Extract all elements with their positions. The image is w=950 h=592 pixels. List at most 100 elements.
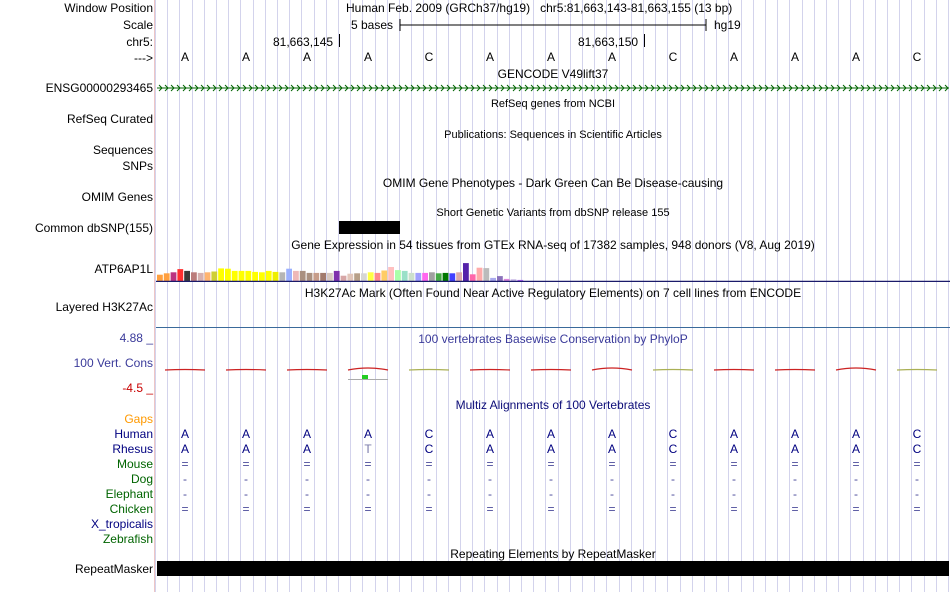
gtex-tissue-bar[interactable]	[170, 272, 177, 281]
gtex-tissue-bar[interactable]	[211, 271, 218, 282]
publications-track-title[interactable]: Publications: Sequences in Scientific Ar…	[444, 129, 662, 141]
gtex-tissue-bar[interactable]	[218, 268, 224, 281]
omim-track-label[interactable]: OMIM Genes	[81, 190, 153, 204]
species-label[interactable]: Mouse	[116, 457, 153, 471]
h3k27ac-track-label[interactable]: Layered H3K27Ac	[55, 300, 153, 314]
gtex-tissue-bar[interactable]	[333, 270, 340, 281]
gtex-tissue-bar[interactable]	[313, 272, 320, 281]
gtex-tissue-bar[interactable]	[503, 278, 510, 281]
strand-arrow-icon	[644, 84, 649, 92]
gtex-tissue-bar[interactable]	[231, 270, 238, 281]
species-label[interactable]: Dog	[130, 472, 153, 486]
gtex-tissue-bar[interactable]	[184, 270, 190, 281]
gtex-tissue-bar[interactable]	[429, 272, 435, 281]
gtex-tissue-bar[interactable]	[238, 270, 245, 281]
gtex-tissue-bar[interactable]	[374, 272, 381, 281]
gtex-tissue-bar[interactable]	[517, 279, 524, 281]
guideline	[740, 0, 742, 592]
gtex-tissue-bar[interactable]	[306, 272, 313, 281]
conservation-plot[interactable]	[156, 360, 950, 384]
gtex-tissue-bar[interactable]	[177, 269, 184, 281]
gtex-tissue-bar[interactable]	[422, 272, 428, 281]
gtex-tissue-bar[interactable]	[401, 270, 408, 281]
alignment-base: A	[790, 427, 799, 441]
gtex-tissue-bar[interactable]	[408, 272, 415, 281]
guideline	[813, 0, 815, 592]
gtex-tissue-bar[interactable]	[456, 272, 462, 281]
gtex-tissue-bar[interactable]	[299, 270, 306, 281]
guideline	[923, 0, 925, 592]
alignment-base: -	[183, 472, 187, 486]
gtex-tissue-bar[interactable]	[197, 272, 204, 281]
species-label[interactable]: Zebrafish	[102, 532, 153, 546]
alignment-base: =	[547, 457, 555, 471]
gtex-tissue-bar[interactable]	[279, 272, 286, 281]
gtex-tissue-bar[interactable]	[265, 270, 272, 281]
gtex-tissue-bar[interactable]	[415, 272, 422, 281]
gtex-tissue-bar[interactable]	[245, 270, 252, 281]
species-label[interactable]: Elephant	[105, 487, 153, 501]
h3k27ac-track-title[interactable]: H3K27Ac Mark (Often Found Near Active Re…	[304, 286, 802, 300]
gtex-tissue-bar[interactable]	[442, 272, 449, 281]
gtex-tissue-bar[interactable]	[381, 270, 388, 282]
gtex-tissue-bar[interactable]	[435, 273, 442, 281]
dbsnp-track-title[interactable]: Short Genetic Variants from dbSNP releas…	[436, 207, 670, 219]
gtex-tissue-bar[interactable]	[449, 273, 456, 281]
gene-id-label[interactable]: ENSG00000293465	[45, 81, 153, 95]
tick-mark-2	[644, 34, 645, 47]
gtex-tissue-bar[interactable]	[367, 272, 374, 281]
strand-arrow-icon	[668, 84, 673, 92]
gtex-tissue-bar[interactable]	[191, 272, 197, 281]
gtex-tissue-bar[interactable]	[347, 273, 354, 281]
dbsnp-variant-block[interactable]	[339, 221, 400, 234]
repeatmasker-track-title[interactable]: Repeating Elements by RepeatMasker	[450, 547, 656, 561]
gtex-tissue-bar[interactable]	[163, 273, 170, 281]
gtex-tissue-bar[interactable]	[340, 275, 347, 281]
gtex-tissue-bar[interactable]	[327, 272, 333, 281]
gtex-tissue-bar[interactable]	[395, 270, 401, 281]
gtex-tissue-bar[interactable]	[252, 271, 258, 281]
species-label[interactable]: X_tropicalis	[90, 517, 153, 531]
refseq-track-title[interactable]: RefSeq genes from NCBI	[490, 98, 616, 110]
gtex-tissue-bar[interactable]	[361, 273, 367, 281]
alignment-base: -	[610, 472, 614, 486]
gencode-track-title[interactable]: GENCODE V49lift37	[497, 67, 609, 81]
gtex-track-title[interactable]: Gene Expression in 54 tissues from GTEx …	[291, 238, 815, 252]
gtex-tissue-bar[interactable]	[469, 274, 476, 281]
refseq-track-label[interactable]: RefSeq Curated	[66, 112, 153, 126]
repeatmasker-element-block[interactable]	[157, 561, 949, 576]
guideline	[569, 0, 571, 592]
gtex-tissue-bar[interactable]	[476, 267, 483, 281]
guideline	[948, 0, 949, 592]
species-label[interactable]: Human	[114, 427, 153, 441]
gtex-tissue-bar[interactable]	[286, 268, 292, 281]
repeatmasker-track-label[interactable]: RepeatMasker	[74, 562, 153, 576]
gtex-tissue-bar[interactable]	[293, 270, 299, 281]
dbsnp-track-label[interactable]: Common dbSNP(155)	[34, 221, 153, 235]
gtex-bar-graph[interactable]	[156, 252, 950, 282]
gtex-tissue-bar[interactable]	[320, 272, 326, 281]
gtex-tissue-bar[interactable]	[497, 276, 503, 281]
gtex-tissue-bar[interactable]	[388, 267, 394, 281]
gtex-tissue-bar[interactable]	[463, 263, 469, 281]
gtex-tissue-bar[interactable]	[272, 271, 279, 281]
sequences-track-label[interactable]: Sequences	[92, 143, 153, 157]
gtex-tissue-bar[interactable]	[354, 273, 360, 281]
gtex-tissue-bar[interactable]	[225, 268, 231, 281]
gtex-tissue-bar[interactable]	[157, 274, 163, 281]
gtex-tissue-bar[interactable]	[204, 272, 211, 281]
conservation-track-title[interactable]: 100 vertebrates Basewise Conservation by…	[418, 332, 688, 346]
snps-track-label[interactable]: SNPs	[122, 159, 153, 173]
gtex-tissue-bar[interactable]	[259, 272, 265, 281]
strand-arrow-icon	[638, 84, 643, 92]
gtex-tissue-bar[interactable]	[490, 277, 496, 281]
species-label[interactable]: Rhesus	[112, 442, 153, 456]
species-label[interactable]: Chicken	[109, 502, 153, 516]
gtex-tissue-bar[interactable]	[510, 279, 517, 281]
gencode-gene-feature[interactable]	[157, 82, 949, 94]
gtex-gene-label[interactable]: ATP6AP1L	[94, 262, 153, 276]
multiz-track-title[interactable]: Multiz Alignments of 100 Vertebrates	[455, 398, 651, 412]
gtex-tissue-bar[interactable]	[483, 268, 490, 281]
omim-track-title[interactable]: OMIM Gene Phenotypes - Dark Green Can Be…	[382, 176, 724, 190]
conservation-track-label[interactable]: 100 Vert. Cons	[73, 356, 153, 370]
